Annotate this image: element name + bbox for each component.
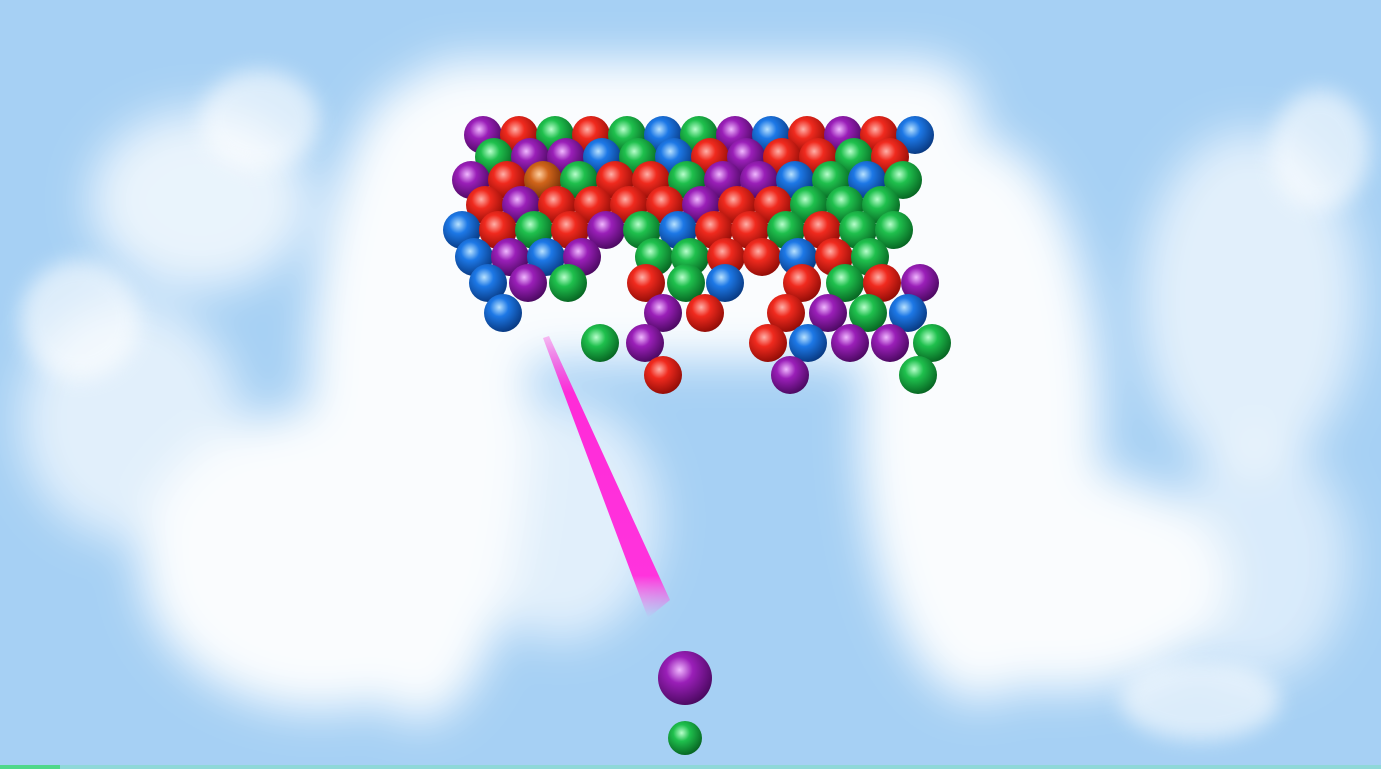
bubble	[789, 324, 827, 362]
bubble	[644, 294, 682, 332]
bubble	[875, 211, 913, 249]
bottom-bar	[0, 765, 1381, 769]
bubble	[901, 264, 939, 302]
bubble	[849, 294, 887, 332]
bubble-grid	[443, 116, 951, 755]
bubble	[889, 294, 927, 332]
bubble	[706, 264, 744, 302]
bubble	[783, 264, 821, 302]
bubble	[484, 294, 522, 332]
bubble	[913, 324, 951, 362]
progress	[0, 765, 60, 769]
next-bubble	[668, 721, 702, 755]
bubble	[771, 356, 809, 394]
bubble	[871, 324, 909, 362]
bubble	[743, 238, 781, 276]
shooter-bubble	[658, 651, 712, 705]
bubble	[899, 356, 937, 394]
bubble	[587, 211, 625, 249]
bubble	[826, 264, 864, 302]
bubble	[667, 264, 705, 302]
bubble	[686, 294, 724, 332]
bubble	[627, 264, 665, 302]
bubble	[644, 356, 682, 394]
bubble	[509, 264, 547, 302]
bubble	[581, 324, 619, 362]
bubble	[896, 116, 934, 154]
aim-beam	[543, 336, 670, 618]
bubble	[863, 264, 901, 302]
bubble	[549, 264, 587, 302]
bubble	[469, 264, 507, 302]
bubble	[749, 324, 787, 362]
bubble	[626, 324, 664, 362]
bubble	[884, 161, 922, 199]
bubble	[831, 324, 869, 362]
bubble	[809, 294, 847, 332]
bubble	[767, 294, 805, 332]
